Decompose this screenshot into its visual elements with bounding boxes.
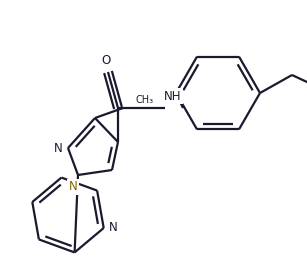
Text: CH₃: CH₃ bbox=[135, 95, 153, 105]
Text: NH: NH bbox=[164, 90, 182, 103]
Text: N: N bbox=[109, 222, 118, 234]
Text: N: N bbox=[54, 141, 62, 155]
Text: O: O bbox=[101, 54, 111, 67]
Text: N: N bbox=[69, 181, 77, 193]
